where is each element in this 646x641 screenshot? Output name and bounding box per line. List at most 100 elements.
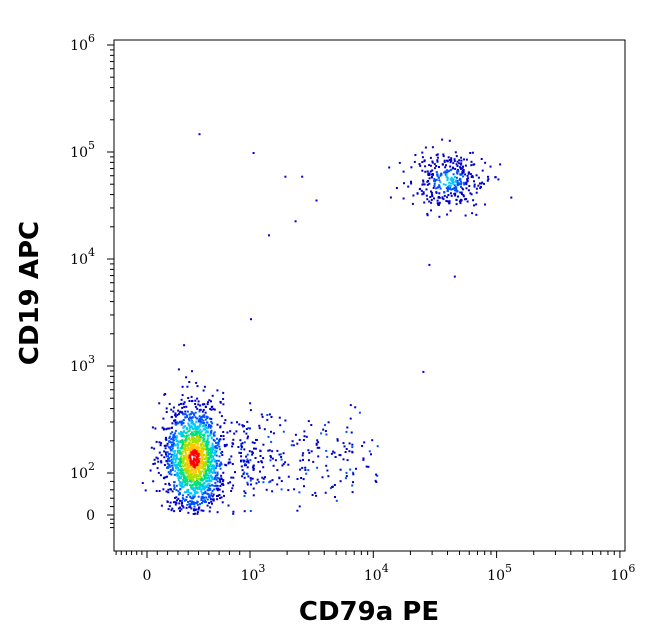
- event-dot: [446, 196, 449, 199]
- event-dot: [194, 425, 196, 428]
- event-dot: [438, 166, 440, 168]
- event-dot: [220, 496, 223, 499]
- event-dot: [182, 506, 185, 509]
- event-dot: [471, 151, 474, 154]
- event-dot: [446, 160, 449, 163]
- event-dot: [448, 181, 451, 184]
- event-dot: [430, 176, 433, 178]
- event-dot: [208, 465, 210, 468]
- event-dot: [321, 476, 324, 479]
- event-dot: [429, 170, 432, 173]
- event-dot: [187, 466, 190, 469]
- event-dot: [182, 462, 185, 465]
- event-dot: [201, 410, 204, 413]
- event-dot: [180, 508, 183, 511]
- event-dot: [258, 427, 261, 430]
- event-dot: [439, 174, 442, 177]
- event-dot: [188, 381, 191, 383]
- event-dot: [438, 196, 440, 198]
- event-dot: [197, 506, 200, 509]
- event-dot: [251, 466, 254, 469]
- event-dot: [185, 476, 188, 479]
- event-dot: [460, 199, 463, 202]
- event-dot: [430, 198, 433, 201]
- event-dot: [194, 501, 197, 504]
- event-dot: [435, 165, 438, 167]
- event-dot: [458, 159, 461, 162]
- event-dot: [402, 197, 405, 200]
- event-dot: [219, 425, 222, 428]
- event-dot: [272, 464, 275, 467]
- event-dot: [202, 440, 205, 443]
- event-dot: [203, 501, 206, 503]
- event-dot: [471, 176, 474, 179]
- event-dot: [222, 435, 225, 437]
- event-dot: [187, 460, 190, 463]
- event-dot: [205, 441, 208, 444]
- event-dot: [223, 444, 226, 446]
- event-dot: [181, 483, 184, 486]
- event-dot: [205, 424, 208, 427]
- event-dot: [206, 489, 209, 492]
- event-dot: [192, 461, 195, 464]
- event-dot: [203, 478, 206, 481]
- event-dot: [185, 448, 188, 451]
- event-dot: [223, 494, 225, 497]
- event-dot: [175, 436, 178, 439]
- event-dot: [358, 411, 361, 414]
- event-dot: [200, 447, 203, 450]
- event-dot: [443, 191, 446, 194]
- event-dot: [315, 199, 318, 202]
- event-dot: [200, 488, 203, 491]
- event-dot: [351, 491, 354, 494]
- event-dot: [183, 479, 186, 482]
- event-dot: [442, 183, 445, 186]
- event-dot: [351, 446, 354, 449]
- event-dot: [249, 402, 252, 405]
- event-dot: [206, 464, 209, 467]
- event-dot: [446, 171, 449, 174]
- event-dot: [205, 415, 208, 418]
- event-dot: [443, 159, 446, 162]
- event-dot: [196, 436, 199, 439]
- event-dot: [310, 450, 313, 453]
- event-dot: [197, 403, 200, 406]
- event-dot: [198, 439, 201, 442]
- event-dot: [212, 448, 214, 451]
- event-dot: [196, 407, 199, 410]
- event-dot: [193, 427, 196, 430]
- event-dot: [473, 180, 475, 183]
- event-dot: [281, 464, 284, 467]
- event-dot: [249, 409, 252, 412]
- event-dot: [168, 463, 171, 466]
- event-dot: [451, 180, 454, 183]
- event-dot: [219, 400, 222, 403]
- event-dot: [209, 487, 212, 490]
- event-dot: [446, 200, 449, 203]
- event-dot: [412, 194, 415, 197]
- event-dot: [207, 493, 210, 496]
- event-dot: [252, 487, 255, 490]
- event-dot: [446, 190, 449, 193]
- event-dot: [174, 421, 177, 424]
- event-dot: [175, 502, 178, 505]
- event-dot: [398, 161, 401, 164]
- event-dot: [262, 457, 265, 460]
- event-dot: [191, 434, 194, 437]
- event-dot: [197, 419, 200, 422]
- event-dot: [197, 438, 200, 441]
- event-dot: [462, 175, 465, 178]
- event-dot: [209, 426, 212, 429]
- event-dot: [170, 473, 173, 476]
- event-dot: [175, 496, 178, 499]
- event-dot: [425, 194, 428, 197]
- event-dot: [194, 411, 197, 414]
- event-dot: [196, 397, 199, 400]
- event-dot: [208, 488, 211, 491]
- event-dot: [301, 175, 304, 178]
- event-dot: [499, 163, 502, 166]
- event-dot: [158, 441, 161, 444]
- event-dot: [444, 183, 447, 186]
- event-dot: [171, 460, 174, 463]
- event-dot: [483, 182, 485, 185]
